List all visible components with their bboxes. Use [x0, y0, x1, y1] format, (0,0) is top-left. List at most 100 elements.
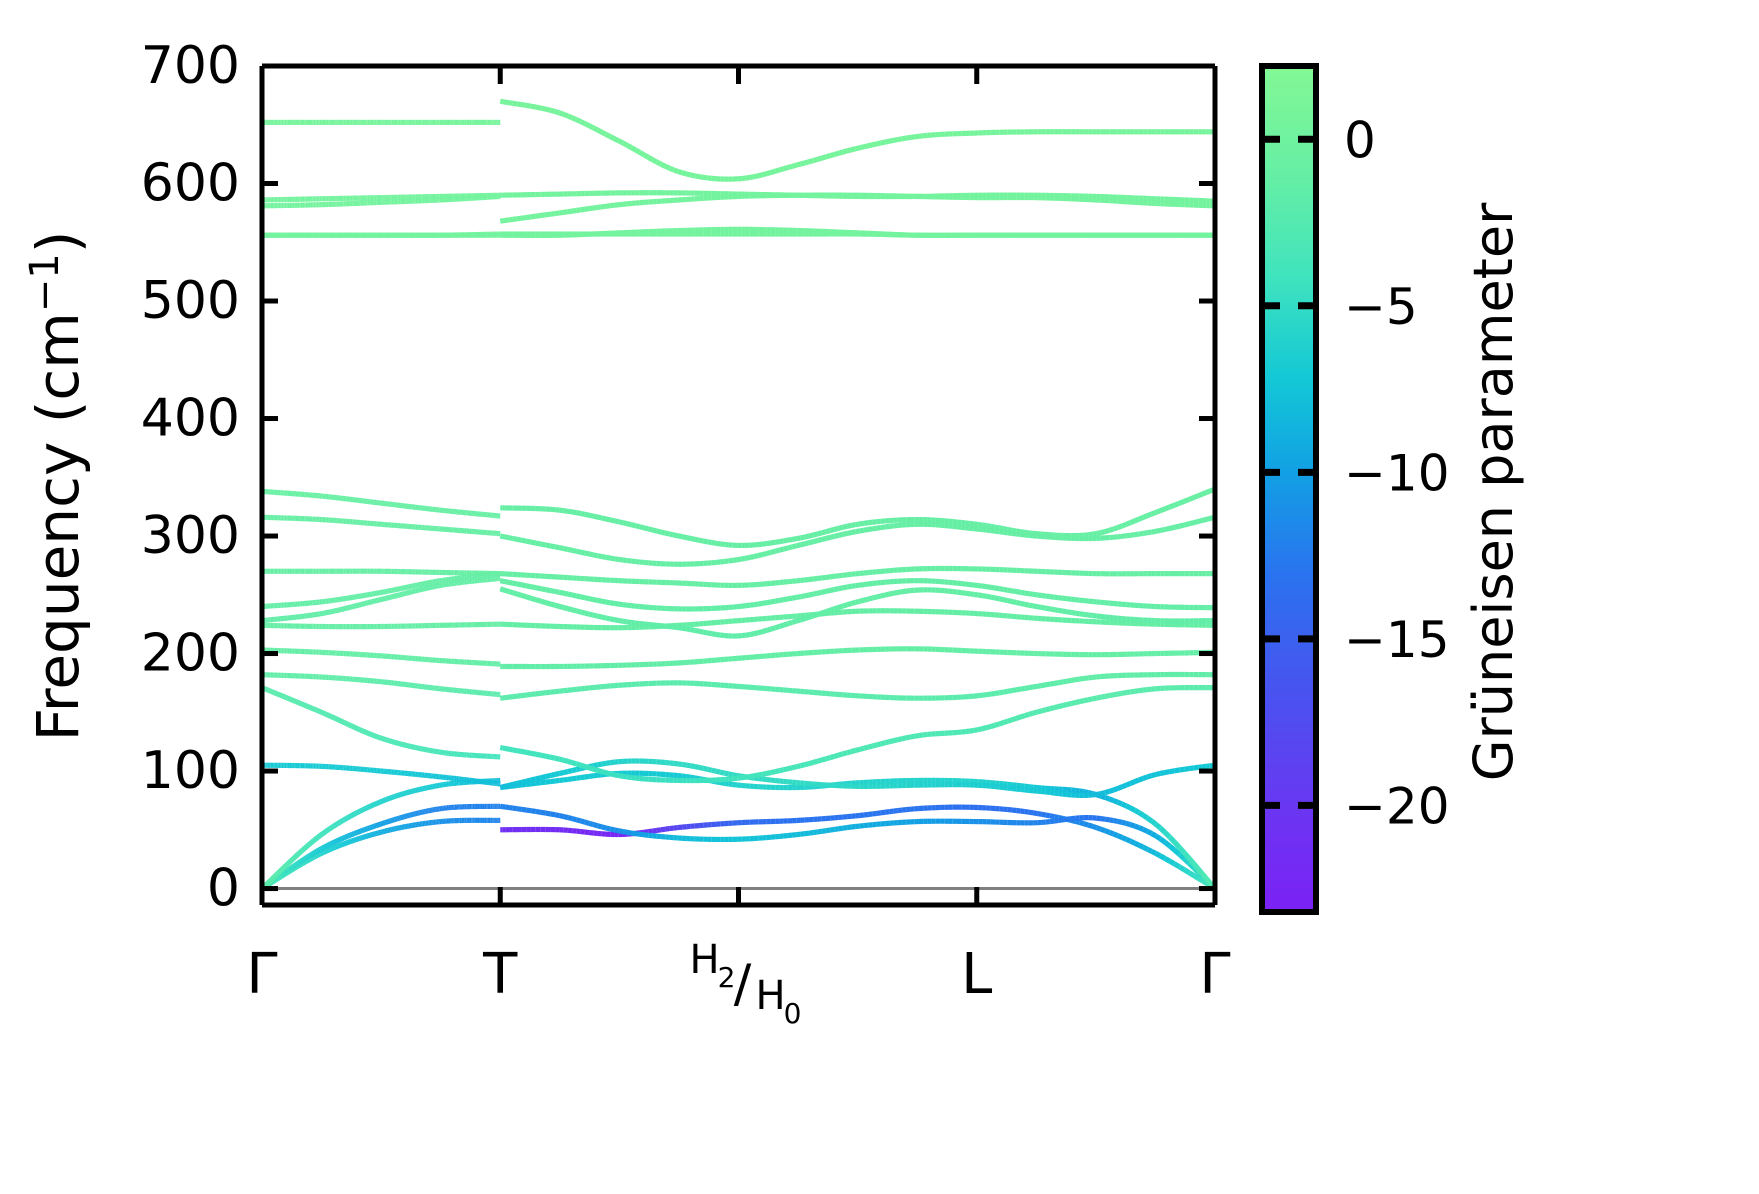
band-segment [328, 825, 333, 831]
band-segment [677, 533, 683, 540]
band-segment [956, 589, 962, 596]
band-segment [825, 574, 831, 580]
band-segment [715, 768, 721, 775]
band-segment [1078, 820, 1085, 827]
band-segment [761, 770, 768, 777]
band-segment [288, 696, 293, 702]
band-segment [540, 779, 546, 786]
band-segment [545, 810, 551, 817]
band-segment [283, 694, 288, 701]
band-segment [808, 591, 814, 598]
band-segment [770, 769, 776, 776]
band-segment [990, 690, 996, 697]
band-segment [1133, 516, 1140, 524]
band-segment [990, 722, 996, 729]
band-segment [609, 555, 615, 562]
band-segment [707, 630, 713, 637]
band-segment [1028, 710, 1034, 717]
band-segment [1125, 781, 1132, 788]
band-segment [1121, 521, 1128, 529]
band-segment [341, 817, 346, 824]
band-segment [1028, 684, 1034, 691]
band-segment [1209, 515, 1214, 522]
band-segment [1104, 828, 1111, 835]
band-segment [563, 546, 569, 552]
band-segment [580, 774, 586, 781]
band-segment [880, 809, 886, 816]
band-segment [1045, 605, 1051, 612]
band-segment [520, 748, 527, 755]
band-segment [808, 759, 814, 767]
band-segment [1137, 515, 1145, 522]
band-segment [346, 721, 351, 728]
band-segment [800, 593, 806, 600]
band-segment [501, 587, 507, 594]
band-segment [762, 600, 768, 606]
band-segment [1155, 770, 1161, 778]
band-segment [719, 769, 725, 776]
band-segment [698, 764, 704, 771]
band-segment [643, 829, 649, 835]
band-segment [1177, 852, 1187, 861]
band-segment [1092, 791, 1097, 798]
band-segment [335, 821, 340, 827]
band-segment [787, 595, 793, 602]
band-segment [1053, 607, 1059, 613]
band-segment [344, 720, 348, 727]
band-segment [893, 589, 899, 596]
band-segment [829, 526, 836, 534]
band-segment [1192, 493, 1200, 500]
band-segment [282, 693, 286, 700]
band-segment [876, 593, 882, 600]
band-segment [605, 599, 611, 606]
band-segment [757, 775, 763, 782]
band-segment [567, 606, 573, 613]
band-segment [1083, 675, 1089, 682]
band-segment [724, 558, 729, 565]
band-segment [1163, 856, 1171, 864]
band-segment [1125, 836, 1132, 844]
band-segment [1066, 596, 1072, 602]
band-segment [626, 774, 632, 781]
band-segment [567, 591, 573, 598]
band-segment [855, 528, 861, 535]
band-segment [525, 583, 532, 590]
band-segment [1120, 835, 1128, 842]
band-segment [520, 778, 527, 785]
band-segment [1117, 818, 1123, 825]
band-segment [550, 689, 556, 695]
band-segment [1028, 809, 1034, 816]
band-segment [575, 766, 582, 773]
band-segment [499, 784, 504, 791]
band-segment [1142, 774, 1149, 781]
band-segment [829, 826, 835, 833]
band-segment [1178, 522, 1185, 529]
band-segment [361, 827, 365, 834]
band-segment [363, 805, 368, 812]
band-segment [846, 583, 852, 590]
band-segment [330, 846, 334, 852]
band-segment [362, 827, 366, 833]
band-segment [880, 524, 886, 531]
band-segment [1159, 769, 1166, 777]
band-segment [351, 831, 355, 837]
band-segment [1032, 683, 1038, 690]
band-segment [277, 873, 282, 879]
band-segment [829, 587, 835, 594]
band-segment [884, 809, 890, 815]
band-segment [363, 729, 368, 735]
band-segment [356, 726, 361, 732]
band-segment [351, 723, 355, 730]
band-segment [622, 829, 628, 835]
band-segment [1172, 848, 1182, 857]
band-segment [766, 599, 772, 606]
band-segment [325, 847, 330, 854]
band-segment [1104, 788, 1110, 796]
band-segment [1041, 604, 1047, 611]
band-segment [1095, 825, 1102, 832]
band-segment [368, 731, 372, 737]
band-segment [630, 522, 637, 529]
band-segment [332, 715, 337, 721]
band-segment [829, 533, 835, 540]
band-segment [263, 882, 269, 888]
